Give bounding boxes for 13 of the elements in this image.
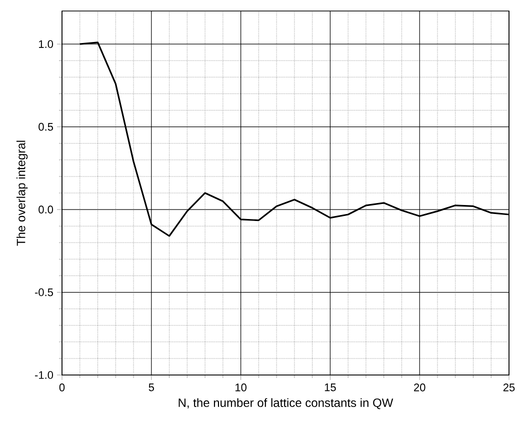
y-tick-label: 1.0 [39, 40, 54, 48]
y-axis-title: The overlap integral [16, 140, 28, 246]
x-axis-title: N, the number of lattice constants in QW [178, 398, 394, 410]
x-tick-label: 20 [414, 384, 426, 392]
y-tick-label: 0.5 [38, 122, 53, 131]
x-tick-label: 25 [503, 384, 515, 392]
x-tick-label: 15 [324, 384, 336, 392]
y-tick-label: -1.0 [35, 371, 54, 379]
x-tick-label: 0 [59, 384, 65, 392]
y-tick-label: -0.5 [35, 288, 53, 296]
y-tick-label: 0.0 [38, 206, 54, 214]
x-tick-label: 10 [236, 384, 246, 392]
x-tick-label: 5 [148, 384, 154, 392]
